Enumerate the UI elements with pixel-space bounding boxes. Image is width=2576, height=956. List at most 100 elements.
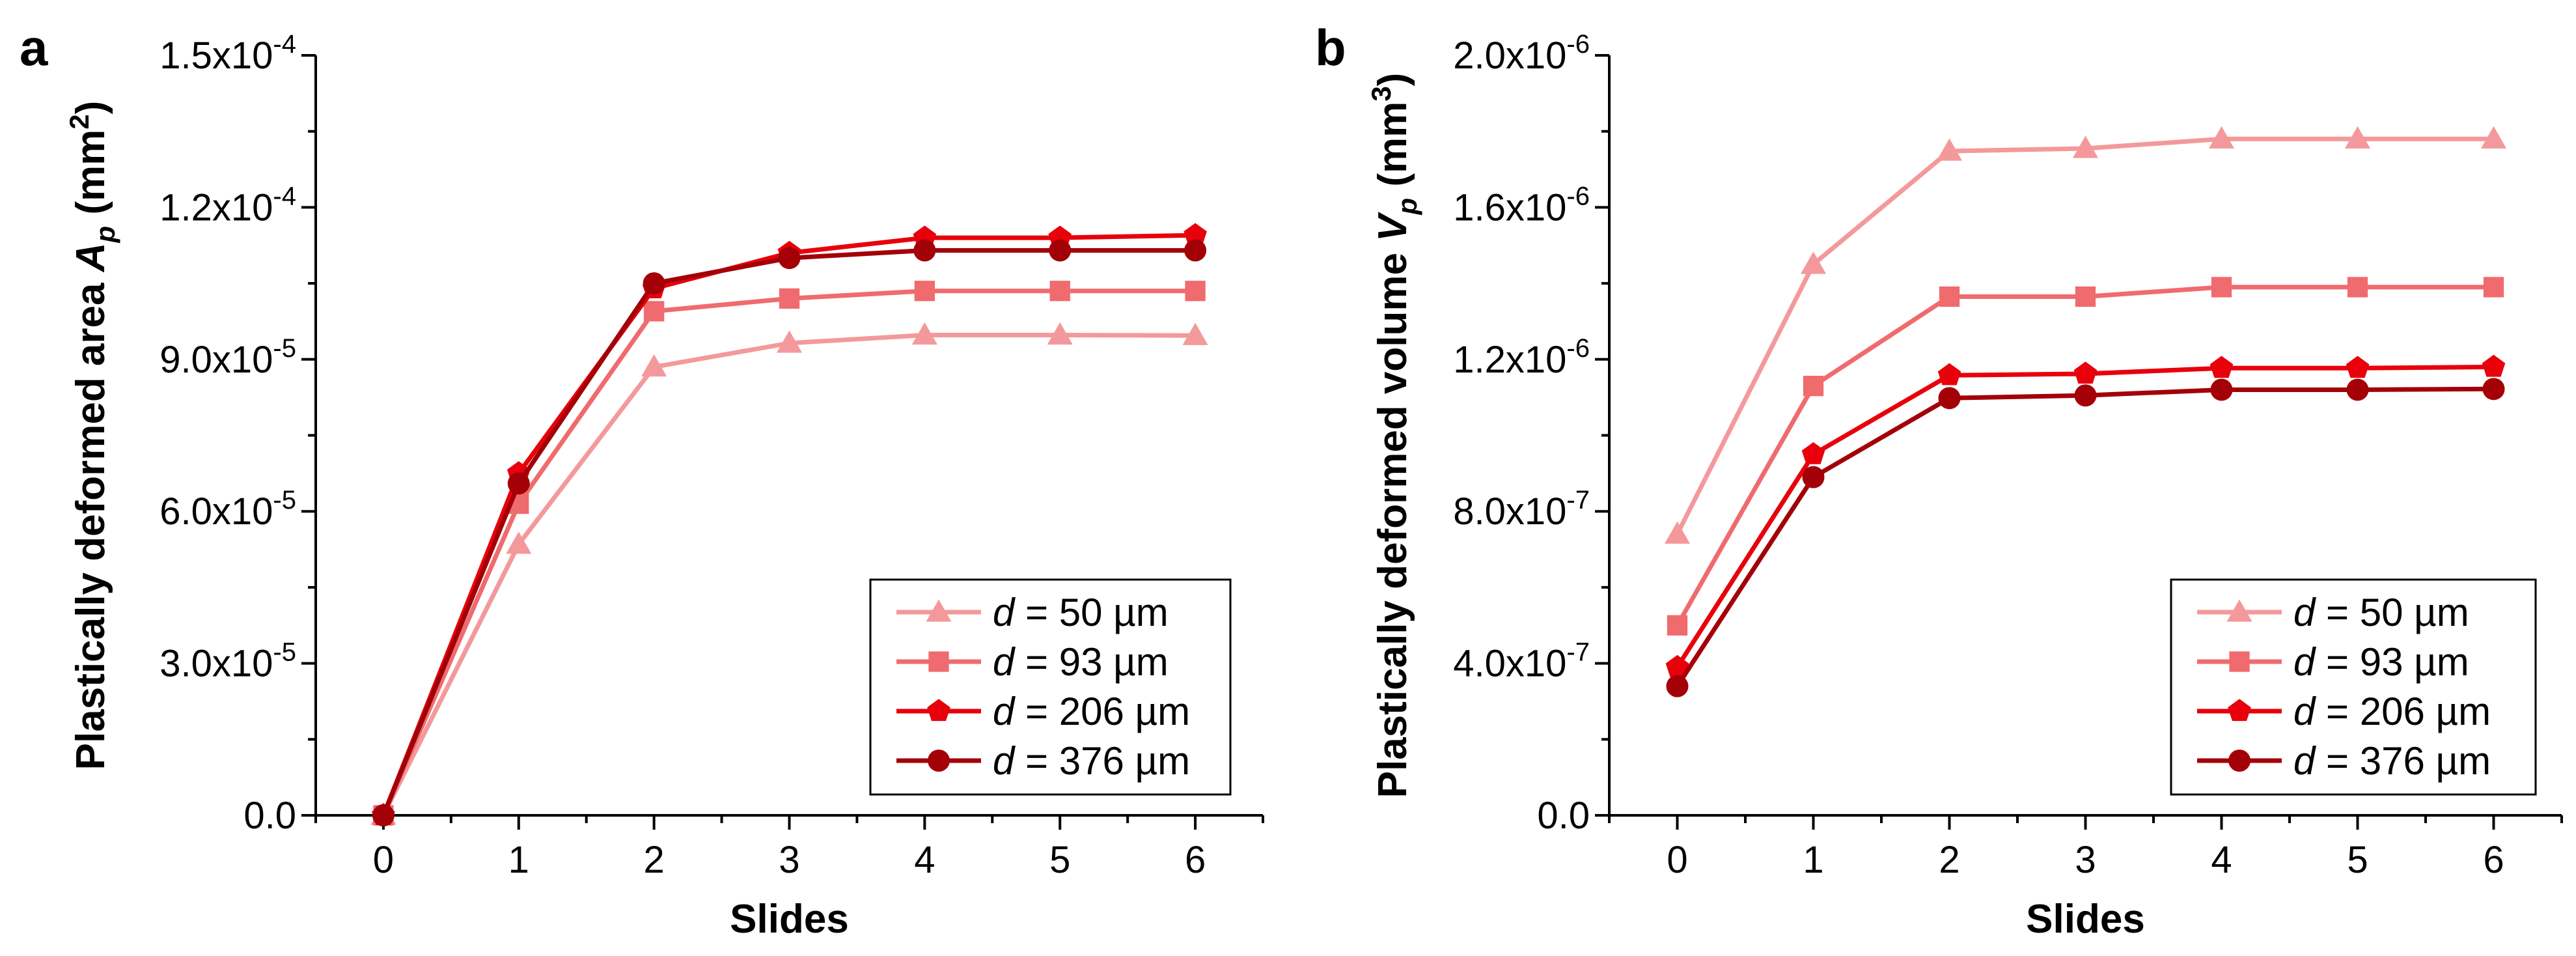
series-206m: [1665, 354, 2506, 677]
legend-marker: [2228, 750, 2251, 772]
data-point: [779, 288, 800, 309]
data-point: [372, 804, 395, 826]
y-tick-label: 4.0x10-7: [1453, 638, 1590, 685]
data-point: [1802, 466, 1825, 488]
legend-marker: [2229, 651, 2250, 672]
panel-a: a 0.0 3.0x10-5 6.0x10-5 9.0x10-5 1.2x10-4 1.5x…: [20, 19, 1264, 942]
data-point: [1666, 675, 1689, 697]
data-point: [1049, 281, 1070, 302]
data-point: [2208, 126, 2235, 149]
data-point: [644, 301, 665, 322]
x-tick-label: 2: [644, 839, 665, 881]
y-tick-label: 1.5x10-4: [159, 30, 296, 77]
data-point: [911, 322, 937, 345]
legend: d = 50 µm d = 93 µm d = 206 µm d = 376 µm: [2170, 578, 2537, 796]
data-point: [1667, 615, 1688, 636]
x-axis-title: Slides: [2026, 897, 2145, 942]
legend-marker: [928, 651, 949, 672]
legend-marker: [928, 750, 950, 772]
data-point: [1664, 521, 1691, 544]
x-tick-label: 0: [1667, 839, 1687, 881]
data-point: [1937, 363, 1961, 386]
y-tick-label: 6.0x10-5: [159, 486, 296, 533]
legend-entry: d = 50 µm: [993, 591, 1169, 634]
series-376m: [1666, 378, 2505, 697]
data-point: [507, 472, 530, 495]
legend-entry: d = 376 µm: [993, 739, 1190, 783]
data-point: [2347, 277, 2368, 298]
data-point: [1665, 654, 1689, 677]
data-point: [2072, 135, 2099, 158]
data-point: [2344, 126, 2371, 149]
x-tick-label: 3: [2075, 839, 2096, 881]
y-axis-title: Plastically deformed volume Vp (mm3): [1366, 73, 1422, 798]
data-point: [778, 247, 801, 270]
legend-marker: [927, 699, 950, 722]
legend-entry: d = 206 µm: [2293, 690, 2491, 733]
data-point: [1939, 286, 1960, 307]
x-tick-label: 4: [914, 839, 935, 881]
data-point: [1938, 387, 1961, 410]
data-point: [2210, 378, 2233, 401]
panel-label: b: [1315, 19, 1346, 76]
data-point: [2073, 361, 2098, 384]
data-point: [2482, 378, 2505, 401]
data-point: [2209, 356, 2234, 378]
data-point: [2480, 126, 2507, 149]
data-point: [776, 330, 803, 353]
legend: d = 50 µm d = 93 µm d = 206 µm d = 376 µm: [869, 578, 1232, 796]
data-point: [2483, 277, 2504, 298]
data-point: [1936, 138, 1963, 161]
series-line: [1675, 285, 2494, 627]
x-tick-label: 6: [2483, 839, 2504, 881]
data-point: [1049, 239, 1072, 262]
series-376m: [372, 239, 1207, 826]
x-tick-label: 5: [2347, 839, 2368, 881]
data-point: [1185, 281, 1206, 302]
y-tick-label: 9.0x10-5: [159, 334, 296, 381]
data-point: [1184, 223, 1207, 246]
series-50m: [1664, 126, 2507, 544]
x-tick-label: 3: [779, 839, 799, 881]
panel-label: a: [20, 19, 48, 76]
x-tick-label: 1: [508, 839, 529, 881]
legend-marker: [2228, 699, 2251, 722]
legend-marker: [2226, 599, 2252, 622]
x-tick-label: 1: [1803, 839, 1823, 881]
data-point: [2075, 286, 2096, 307]
legend-entry: d = 50 µm: [2293, 591, 2469, 634]
data-point: [2346, 378, 2369, 401]
y-axis-title: Plastically deformed area Ap (mm2): [64, 101, 120, 770]
data-point: [2074, 384, 2097, 407]
data-point: [914, 281, 935, 302]
legend-marker: [926, 599, 952, 622]
legend-entry: d = 206 µm: [993, 690, 1190, 733]
series-93m: [1667, 277, 2504, 636]
data-point: [1047, 322, 1073, 345]
y-tick-label: 1.6x10-6: [1453, 182, 1590, 229]
y-tick-label: 1.2x10-4: [159, 182, 296, 229]
legend-entry: d = 93 µm: [2293, 640, 2469, 684]
x-tick-label: 6: [1185, 839, 1206, 881]
legend-entry: d = 93 µm: [993, 640, 1169, 684]
data-point: [913, 239, 936, 262]
data-point: [2482, 354, 2506, 377]
x-tick-label: 4: [2211, 839, 2232, 881]
data-point: [1801, 442, 1825, 464]
y-tick-label: 0.0: [243, 794, 296, 837]
x-tick-label: 0: [373, 839, 394, 881]
data-point: [1800, 251, 1827, 274]
data-point: [2346, 356, 2370, 378]
y-tick-label: 8.0x10-7: [1453, 486, 1590, 533]
data-point: [1803, 376, 1824, 397]
data-point: [1182, 322, 1208, 345]
y-tick-label: 1.2x10-6: [1453, 334, 1590, 381]
y-tick-label: 3.0x10-5: [159, 638, 296, 685]
x-tick-label: 2: [1939, 839, 1960, 881]
data-point: [2211, 277, 2232, 298]
panel-b: b 0.0 4.0x10-7 8.0x10-7 1.2x10-6 1.6x10-6 2.0x…: [1315, 19, 2563, 942]
data-point: [506, 531, 532, 554]
data-point: [643, 272, 665, 295]
data-point: [1184, 239, 1207, 262]
